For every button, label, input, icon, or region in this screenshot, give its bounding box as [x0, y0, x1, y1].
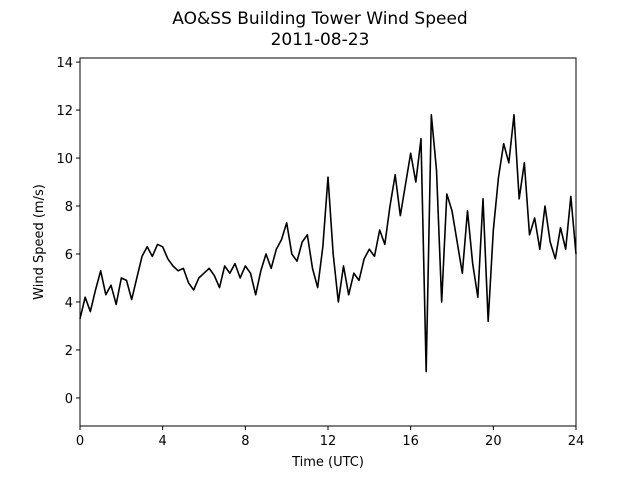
y-tick-label: 14 — [56, 56, 73, 71]
y-tick-label: 8 — [65, 200, 73, 215]
plot-frame — [79, 57, 577, 427]
x-tick-label: 12 — [320, 434, 337, 449]
x-tick-label: 20 — [485, 434, 502, 449]
y-tick-label: 12 — [56, 104, 73, 119]
data-line — [79, 114, 577, 373]
y-tick-label: 4 — [65, 296, 73, 311]
x-tick-label: 24 — [568, 434, 585, 449]
x-tick-label: 16 — [402, 434, 419, 449]
chart-subtitle: 2011-08-23 — [271, 30, 370, 50]
x-tick-label: 4 — [159, 434, 167, 449]
y-tick-label: 2 — [65, 344, 73, 359]
x-tick-label: 0 — [76, 434, 84, 449]
y-axis-label: Wind Speed (m/s) — [32, 184, 47, 300]
x-axis-label: Time (UTC) — [291, 455, 364, 470]
chart-title: AO&SS Building Tower Wind Speed — [172, 9, 467, 29]
y-tick-label: 0 — [65, 392, 73, 407]
x-tick-label: 8 — [241, 434, 249, 449]
y-tick-label: 10 — [56, 152, 73, 167]
y-tick-label: 6 — [65, 248, 73, 263]
